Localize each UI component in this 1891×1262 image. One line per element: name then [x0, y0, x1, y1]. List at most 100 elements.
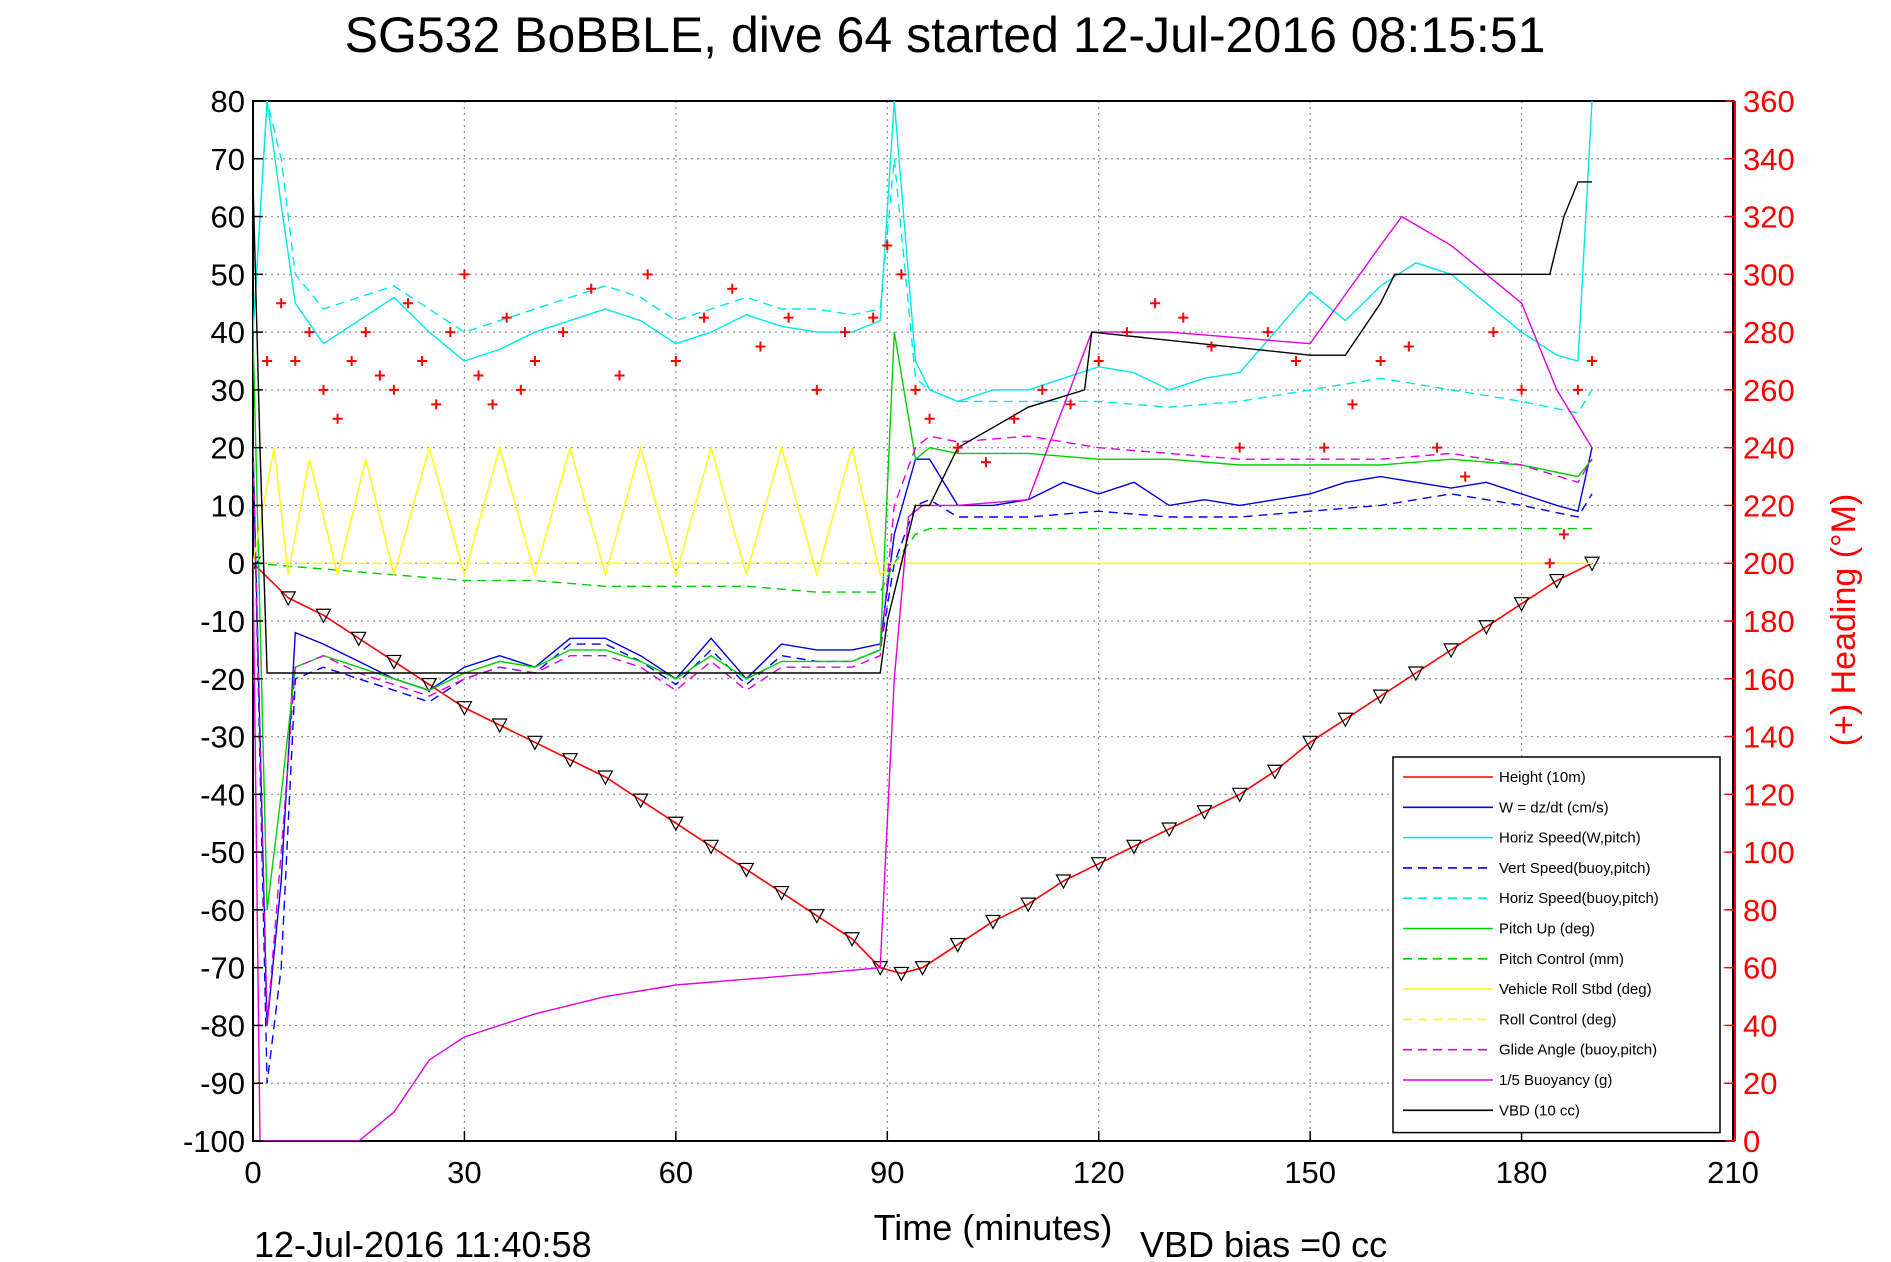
series-0-line	[253, 562, 1593, 975]
right-tick-label: 20	[1743, 1066, 1777, 1101]
heading-point	[515, 384, 526, 395]
height-marker	[893, 966, 910, 982]
height-marker	[738, 862, 755, 878]
y-tick-label: 60	[211, 200, 245, 235]
chart-title: SG532 BoBBLE, dive 64 started 12-Jul-201…	[345, 7, 1546, 63]
height-marker	[1055, 874, 1072, 890]
right-tick-label: 260	[1743, 373, 1795, 408]
heading-point	[642, 269, 653, 280]
heading-point	[1150, 298, 1161, 309]
heading-point	[868, 312, 879, 323]
heading-point	[727, 283, 738, 294]
right-tick-label: 200	[1743, 546, 1795, 581]
y-tick-label: 0	[228, 546, 245, 581]
grid-layer	[253, 101, 1733, 1141]
heading-point	[1460, 471, 1471, 482]
legend-entry-label: Pitch Control (mm)	[1499, 951, 1624, 968]
heading-point	[924, 413, 935, 424]
heading-point	[1544, 558, 1555, 569]
legend: Height (10m) W = dz/dt (cm/s) Horiz Speed(…	[1392, 756, 1721, 1134]
heading-point	[1516, 384, 1527, 395]
legend-entry-label: 1/5 Buoyancy (g)	[1499, 1072, 1612, 1089]
heading-point	[882, 240, 893, 251]
y-tick-label: 20	[211, 431, 245, 466]
right-axis-label: (+) Heading (°M)	[1825, 494, 1863, 747]
heading-point	[980, 457, 991, 468]
height-marker	[1125, 839, 1142, 855]
height-marker	[1302, 735, 1319, 751]
vbd-bias-label: VBD bias =0 cc	[1140, 1224, 1387, 1262]
heading-point	[811, 384, 822, 395]
height-marker	[421, 677, 438, 693]
series-10-line	[253, 215, 1593, 1141]
legend-entry-label: Vert Speed(buoy,pitch)	[1499, 860, 1650, 877]
height-marker	[526, 735, 543, 751]
legend-entry-label: Horiz Speed(W,pitch)	[1499, 830, 1641, 847]
y-tick-label: -40	[200, 777, 245, 812]
series-9-line	[253, 435, 1593, 1026]
heading-point	[1319, 442, 1330, 453]
height-marker	[914, 961, 931, 976]
y-tick-label: 50	[211, 257, 245, 292]
heading-point	[614, 370, 625, 381]
heading-point	[1432, 442, 1442, 453]
height-marker	[703, 839, 720, 855]
heading-point	[445, 327, 456, 338]
right-tick-label: 220	[1743, 488, 1795, 523]
height-marker	[1407, 666, 1424, 682]
heading-point	[332, 413, 343, 424]
height-marker	[984, 914, 1002, 930]
heading-point	[1558, 529, 1569, 540]
height-marker	[667, 816, 684, 832]
height-marker	[1020, 897, 1037, 913]
series-1-line	[253, 447, 1593, 1026]
y-tick-label: -50	[200, 835, 245, 870]
heading-point	[1009, 413, 1020, 424]
heading-point	[346, 356, 357, 366]
heading-point	[1234, 442, 1245, 453]
right-tick-label: 140	[1743, 720, 1795, 755]
y-tick-label: -70	[200, 951, 245, 986]
series-layer	[253, 101, 1601, 1141]
height-marker	[280, 591, 297, 607]
y-tick-label: 40	[211, 315, 245, 350]
height-marker	[1161, 822, 1178, 838]
y-tick-label: -100	[183, 1124, 245, 1159]
legend-entry-label: Height (10m)	[1499, 769, 1586, 786]
heading-point	[374, 370, 385, 381]
right-tick-label: 180	[1743, 604, 1795, 639]
height-marker	[385, 654, 402, 670]
heading-point	[487, 399, 498, 410]
legend-entry-label: Glide Angle (buoy,pitch)	[1499, 1042, 1657, 1059]
heading-point	[459, 269, 470, 280]
heading-point	[1206, 341, 1217, 352]
x-tick-label: 30	[447, 1155, 481, 1190]
x-tick-label: 90	[870, 1155, 904, 1190]
heading-point	[1572, 384, 1583, 395]
height-marker	[949, 937, 966, 953]
tick-layer: 0 30 60 90 120 150 180 21080706050403020100-10-…	[183, 84, 1795, 1190]
legend-entry-label: W = dz/dt (cm/s)	[1499, 799, 1609, 816]
heading-point	[529, 356, 540, 366]
right-tick-label: 120	[1743, 777, 1795, 812]
heading-point	[1375, 356, 1386, 366]
heading-point	[1178, 312, 1189, 323]
heading-point	[910, 384, 921, 395]
heading-point	[501, 312, 512, 323]
heading-point	[318, 384, 329, 395]
x-tick-label: 60	[659, 1155, 693, 1190]
y-tick-label: -30	[200, 720, 245, 755]
heading-point	[360, 327, 371, 338]
x-tick-label: 210	[1707, 1155, 1759, 1190]
x-tick-label: 0	[244, 1155, 261, 1190]
heading-point	[586, 283, 597, 294]
legend-entry-label: Horiz Speed(buoy,pitch)	[1499, 890, 1659, 907]
y-tick-label: -20	[200, 662, 245, 697]
height-marker	[1372, 689, 1389, 705]
right-tick-label: 340	[1743, 142, 1795, 177]
legend-entry-label: Roll Control (deg)	[1499, 1011, 1617, 1028]
heading-point	[699, 312, 710, 323]
legend-entry-label: Pitch Up (deg)	[1499, 921, 1595, 938]
height-marker	[491, 718, 508, 734]
right-tick-label: 40	[1743, 1008, 1777, 1043]
